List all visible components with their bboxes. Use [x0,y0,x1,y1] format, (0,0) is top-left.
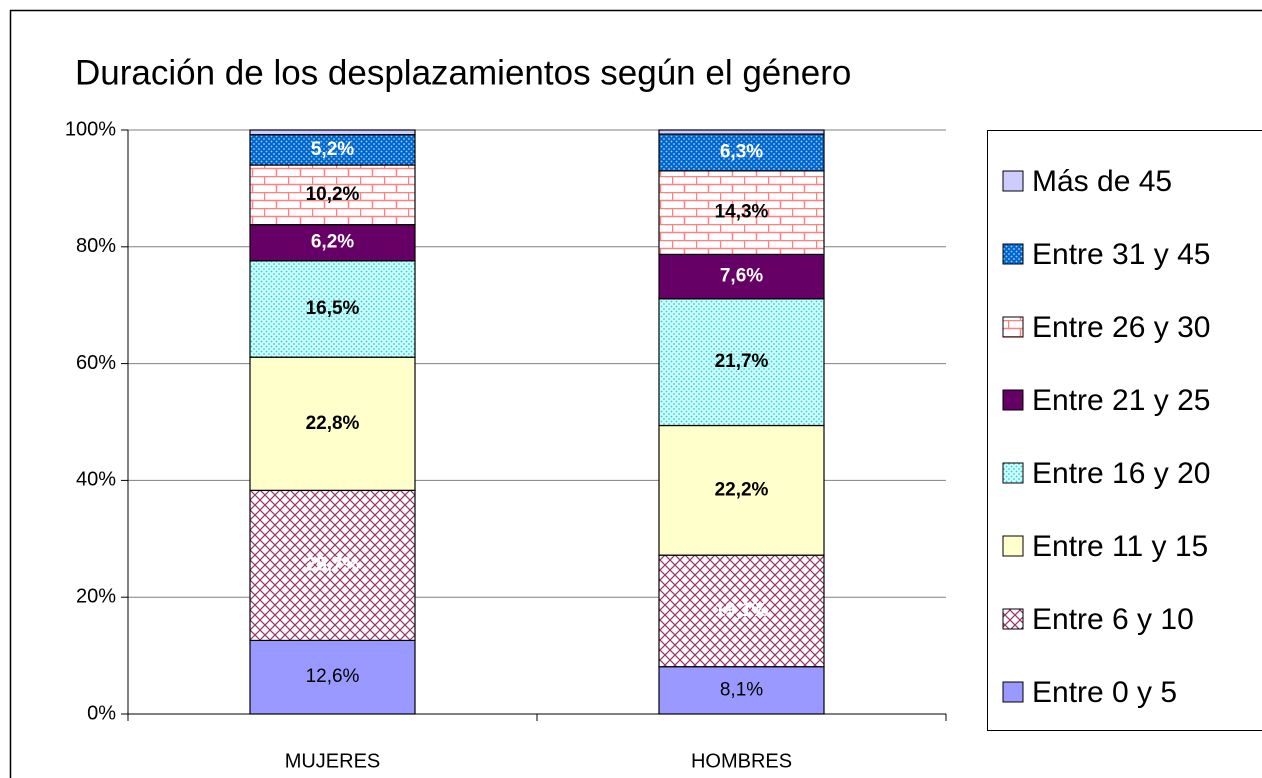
value-label: 21,7% [715,351,769,372]
value-label: 12,6% [306,666,360,687]
bar-segment [249,164,416,226]
value-label: 14,3% [715,202,769,223]
value-label: 10,2% [306,184,360,205]
value-label: 22,8% [306,413,360,434]
y-tick-label: 40% [76,469,116,491]
bar-segment [658,170,825,255]
bar-segment [658,298,825,427]
legend-swatch [1002,681,1024,703]
value-label: 8,1% [720,679,763,700]
legend-label: Entre 11 y 15 [1032,530,1208,563]
legend-swatch [1002,608,1024,630]
legend-label: Entre 6 y 10 [1032,603,1194,636]
legend-swatch [1002,243,1024,265]
legend-swatch [1002,462,1024,484]
y-tick-label: 80% [76,235,116,257]
bar-segment [658,253,825,300]
value-label: 22,2% [715,479,769,500]
y-tick-label: 100% [65,118,116,140]
chart-frame [9,9,1262,778]
value-label: 6,2% [311,232,354,253]
chart-title: Duración de los desplazamientos según el… [75,53,851,92]
legend-label: Entre 26 y 30 [1032,311,1210,344]
bar-segment [249,260,416,358]
bar-segment [658,554,825,668]
bar-segment [658,666,825,715]
y-tick-label: 20% [76,585,116,607]
bar-segment [249,134,416,166]
legend-swatch [1002,535,1024,557]
bar-segment [249,224,416,262]
bar-segment [249,129,416,136]
x-tick-label: HOMBRES [691,750,792,772]
value-label: 7,6% [720,266,763,287]
legend-label: Entre 0 y 5 [1032,676,1177,709]
bar-segment [658,424,825,556]
y-tick-label: 0% [87,702,116,724]
bar-segment [658,133,825,172]
legend-label: Entre 21 y 25 [1032,384,1210,417]
value-label: 16,5% [306,298,360,319]
legend-box [987,130,1262,731]
value-label: 25,7% [306,554,360,575]
value-label: 5,2% [311,139,354,160]
x-tick-label: MUJERES [285,750,381,772]
legend-label: Más de 45 [1032,165,1172,198]
value-label: 6,3% [720,141,763,162]
legend-swatch [1002,316,1024,338]
bar-segment [658,129,825,135]
legend-swatch [1002,170,1024,192]
legend-label: Entre 16 y 20 [1032,457,1210,490]
value-label: 19,1% [715,600,769,621]
legend-label: Entre 31 y 45 [1032,238,1210,271]
legend-swatch [1002,389,1024,411]
y-tick-label: 60% [76,352,116,374]
